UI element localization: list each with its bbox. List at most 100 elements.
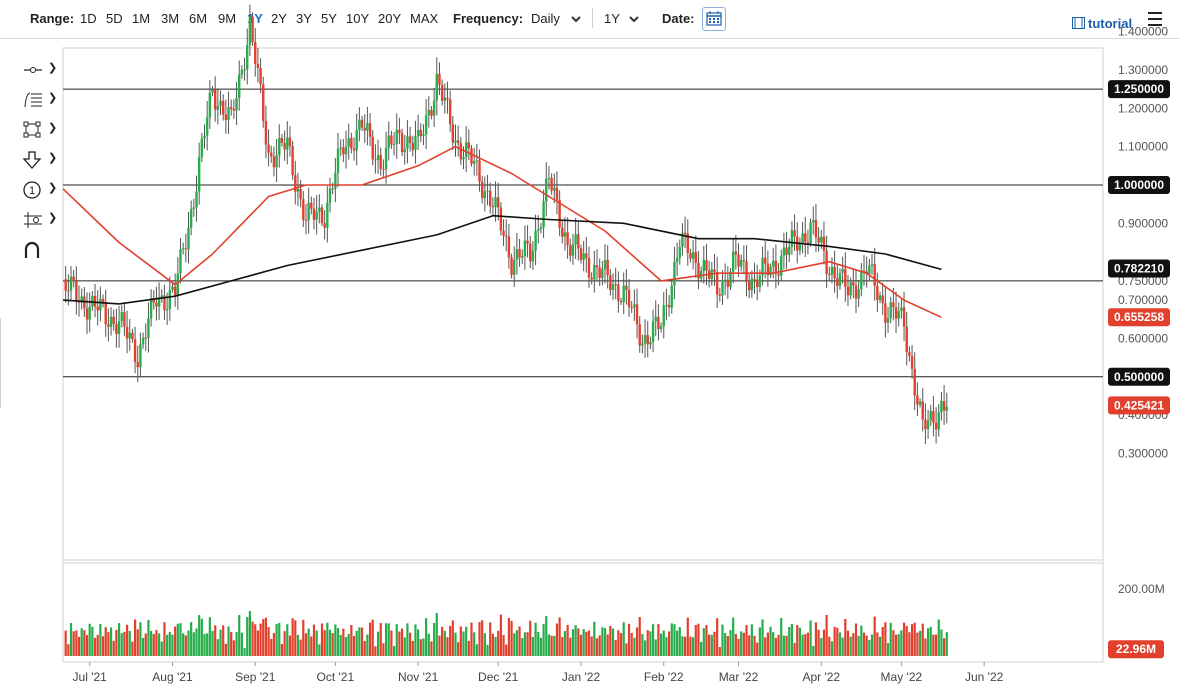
volume-bar [499, 614, 502, 656]
volume-bar [569, 637, 572, 656]
candle-body [651, 321, 655, 342]
range-2y[interactable]: 2Y [271, 11, 287, 26]
range-6m[interactable]: 6M [189, 11, 208, 26]
volume-bar [192, 632, 195, 656]
volume-bar [617, 630, 620, 656]
volume-bar [716, 618, 719, 656]
volume-bar [331, 633, 334, 656]
chevron-right-icon: ❯ [48, 152, 58, 164]
candle-body [390, 135, 393, 145]
candle-body [104, 303, 107, 325]
candle-body [459, 143, 463, 160]
volume-bar [350, 624, 353, 656]
candle-body [275, 155, 278, 168]
candle-body [205, 117, 209, 136]
volume-bar [889, 622, 892, 656]
candle-body [908, 352, 911, 357]
candle-body [384, 147, 388, 170]
frequency-select[interactable]: Daily [531, 11, 560, 26]
x-tick-label: Nov '21 [398, 670, 439, 684]
volume-bar [411, 640, 414, 656]
measure-tool[interactable]: ❯ [20, 210, 60, 232]
volume-bar [745, 625, 748, 656]
volume-bar [366, 634, 369, 656]
volume-bar [742, 632, 745, 656]
volume-bar [772, 632, 775, 656]
volume-bar [451, 620, 454, 656]
candle-body [550, 177, 553, 191]
candle-body [136, 362, 139, 368]
range-10y[interactable]: 10Y [346, 11, 370, 26]
volume-bar [916, 632, 919, 656]
candle-body [587, 257, 591, 278]
range-1d[interactable]: 1D [80, 11, 97, 26]
candle-body [318, 207, 321, 212]
candle-body [921, 401, 924, 420]
crosshair-tool[interactable]: ❯ [20, 60, 60, 82]
range-3y[interactable]: 3Y [296, 11, 312, 26]
menu-icon[interactable] [1148, 12, 1162, 30]
volume-bar [384, 623, 388, 656]
candle-body [731, 251, 735, 272]
volume-bar [497, 630, 500, 656]
candle-body [467, 142, 471, 149]
candle-body [462, 157, 465, 160]
range-max[interactable]: MAX [410, 11, 439, 26]
period-select[interactable]: 1Y [604, 11, 620, 26]
volume-bar [99, 624, 102, 656]
candle-body [657, 316, 660, 330]
volume-bar [342, 628, 345, 656]
candle-body [272, 156, 276, 168]
range-9m[interactable]: 9M [218, 11, 237, 26]
candle-body [350, 138, 353, 149]
volume-bar [566, 624, 569, 656]
volume-bar [376, 631, 380, 656]
volume-bars [64, 611, 948, 656]
volume-bar [702, 628, 705, 656]
x-tick-label: Oct '21 [317, 670, 355, 684]
candle-body [918, 401, 922, 405]
volume-bar [555, 623, 559, 656]
candle-body [542, 201, 545, 228]
candle-body [368, 123, 372, 137]
volume-bar [676, 630, 679, 656]
candle-body [737, 254, 740, 267]
candle-body [72, 276, 75, 282]
rectangle-tool[interactable]: ❯ [20, 120, 60, 142]
candle-body [499, 207, 503, 231]
candle-body [179, 249, 182, 274]
range-1m[interactable]: 1M [132, 11, 151, 26]
x-tick-label: Feb '22 [644, 670, 684, 684]
candle-body [91, 295, 94, 307]
candle-body [416, 130, 420, 137]
volume-bar [150, 630, 153, 656]
volume-bar [368, 622, 372, 656]
volume-bar [235, 632, 238, 656]
volume-bar [77, 636, 81, 656]
candle-body [739, 259, 743, 267]
range-20y[interactable]: 20Y [378, 11, 402, 26]
chevron-down-icon[interactable] [570, 8, 582, 31]
magnet-tool[interactable] [20, 240, 60, 262]
arrow-tool[interactable]: ❯ [20, 150, 60, 172]
annotation-tool[interactable]: 1 ❯ [20, 180, 60, 202]
volume-bar [718, 647, 721, 656]
volume-bar [123, 631, 126, 656]
volume-bar [940, 629, 943, 656]
candle-body [694, 251, 697, 263]
volume-bar [830, 641, 834, 656]
range-5d[interactable]: 5D [106, 11, 123, 26]
fib-tool[interactable]: ❯ [20, 90, 60, 112]
volume-bar [227, 626, 230, 656]
calendar-icon[interactable] [702, 7, 726, 31]
range-3m[interactable]: 3M [161, 11, 180, 26]
chevron-down-icon[interactable] [628, 8, 640, 31]
volume-bar [182, 633, 185, 656]
candle-body [254, 42, 257, 65]
candle-body [772, 260, 775, 267]
volume-bar [219, 629, 222, 656]
volume-tick-label: 200.00M [1118, 582, 1165, 596]
volume-bar [163, 622, 166, 656]
range-5y[interactable]: 5Y [321, 11, 337, 26]
